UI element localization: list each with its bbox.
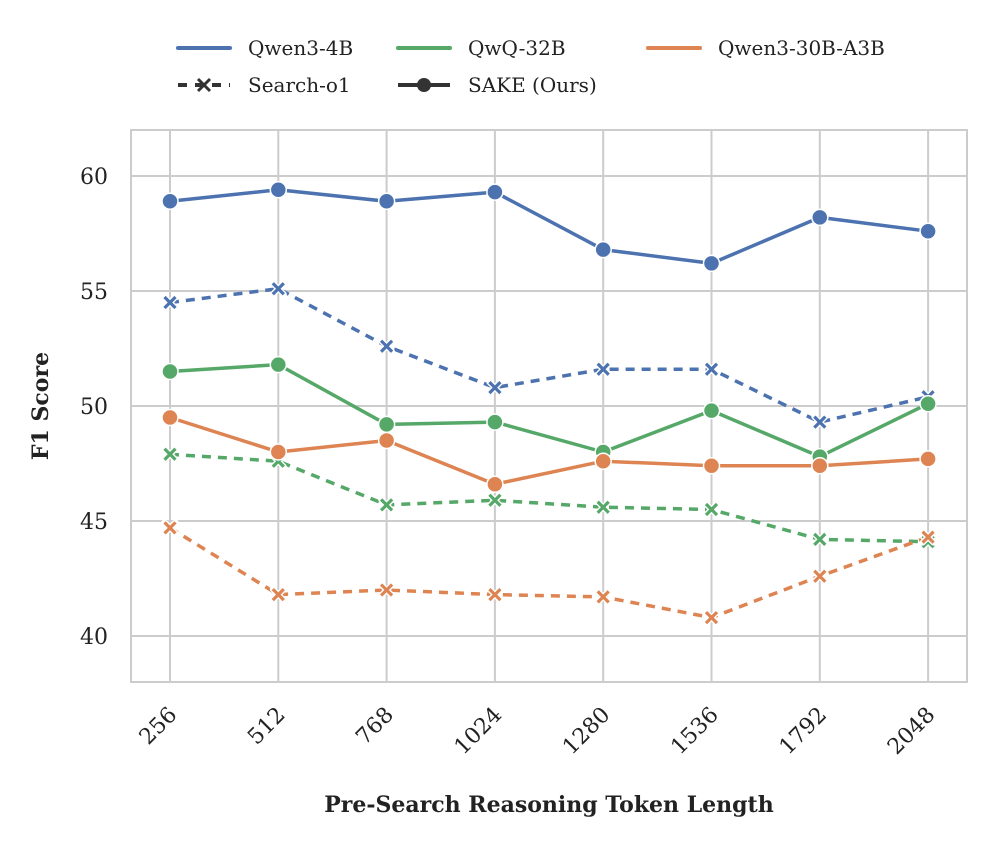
- data-point: [594, 240, 612, 259]
- gridlines: [131, 130, 967, 682]
- data-point: [703, 501, 720, 518]
- data-point: [377, 415, 396, 434]
- data-point: [269, 181, 288, 199]
- data-point: [811, 208, 829, 227]
- data-point: [594, 588, 612, 606]
- data-point: [161, 408, 179, 427]
- data-point: [269, 355, 288, 374]
- data-point: [161, 519, 179, 537]
- data-point: [486, 491, 504, 509]
- data-point: [378, 581, 396, 599]
- data-point: [269, 280, 287, 298]
- series-lines: [168, 188, 930, 620]
- data-point: [811, 567, 829, 585]
- data-point: [486, 183, 504, 201]
- data-point: [377, 431, 396, 450]
- data-point: [161, 294, 179, 311]
- series-markers: [161, 181, 937, 627]
- data-point: [702, 254, 721, 273]
- y-tick-label: 55: [80, 280, 108, 305]
- y-tick-label: 60: [80, 165, 108, 190]
- y-axis-ticks: 40 45 50 55 60: [80, 165, 108, 650]
- series-line: [168, 362, 930, 459]
- data-point: [161, 362, 179, 381]
- series-line: [169, 526, 929, 620]
- x-tick-label: 1792: [775, 703, 832, 760]
- legend-swatch-search-o1: [178, 77, 230, 93]
- data-point: [269, 586, 287, 604]
- data-point: [919, 450, 937, 468]
- data-point: [378, 337, 396, 355]
- legend-label-search-o1: Search-o1: [248, 73, 351, 97]
- data-point: [594, 452, 612, 470]
- data-point: [703, 609, 720, 627]
- data-point: [269, 443, 288, 461]
- legend: Qwen3-4B QwQ-32B Qwen3-30B-A3B Search-o1…: [176, 36, 885, 97]
- data-point: [702, 457, 721, 475]
- data-point: [811, 413, 829, 431]
- legend-label-sake: SAKE (Ours): [468, 73, 597, 97]
- legend-swatch-sake: [398, 78, 450, 92]
- data-point: [703, 360, 720, 378]
- data-point: [811, 530, 829, 548]
- y-axis-label: F1 Score: [28, 352, 54, 460]
- data-point: [702, 401, 721, 420]
- data-point: [378, 496, 396, 514]
- x-tick-label: 1024: [450, 703, 507, 760]
- data-point: [486, 475, 504, 493]
- data-point: [486, 413, 504, 431]
- data-point: [919, 528, 937, 546]
- data-point: [377, 192, 396, 211]
- data-point: [161, 192, 179, 211]
- y-tick-label: 45: [80, 510, 108, 535]
- legend-label-qwq-32b: QwQ-32B: [468, 36, 566, 60]
- legend-label-qwen3-30b-a3b: Qwen3-30B-A3B: [718, 36, 885, 60]
- data-point: [811, 457, 829, 475]
- x-tick-label: 256: [135, 703, 182, 750]
- series-line: [169, 286, 929, 424]
- data-point: [594, 360, 612, 378]
- series-line: [169, 452, 929, 544]
- x-tick-label: 768: [351, 703, 398, 750]
- x-tick-label: 512: [243, 703, 290, 750]
- x-axis-ticks: 256 512 768 1024 1280 1536 1792 2048: [135, 703, 940, 760]
- x-tick-label: 1536: [666, 703, 723, 760]
- y-tick-label: 40: [80, 625, 108, 650]
- data-point: [486, 586, 504, 604]
- data-point: [919, 222, 937, 240]
- data-point: [486, 379, 504, 397]
- x-axis-label: Pre-Search Reasoning Token Length: [324, 792, 773, 818]
- series-line: [168, 415, 930, 486]
- series-line: [168, 188, 930, 266]
- legend-label-qwen3-4b: Qwen3-4B: [248, 36, 353, 60]
- data-point: [161, 445, 179, 463]
- x-tick-label: 1280: [558, 703, 615, 760]
- x-tick-label: 2048: [883, 703, 940, 760]
- y-tick-label: 50: [80, 395, 108, 420]
- data-point: [594, 498, 612, 516]
- data-point: [919, 394, 937, 413]
